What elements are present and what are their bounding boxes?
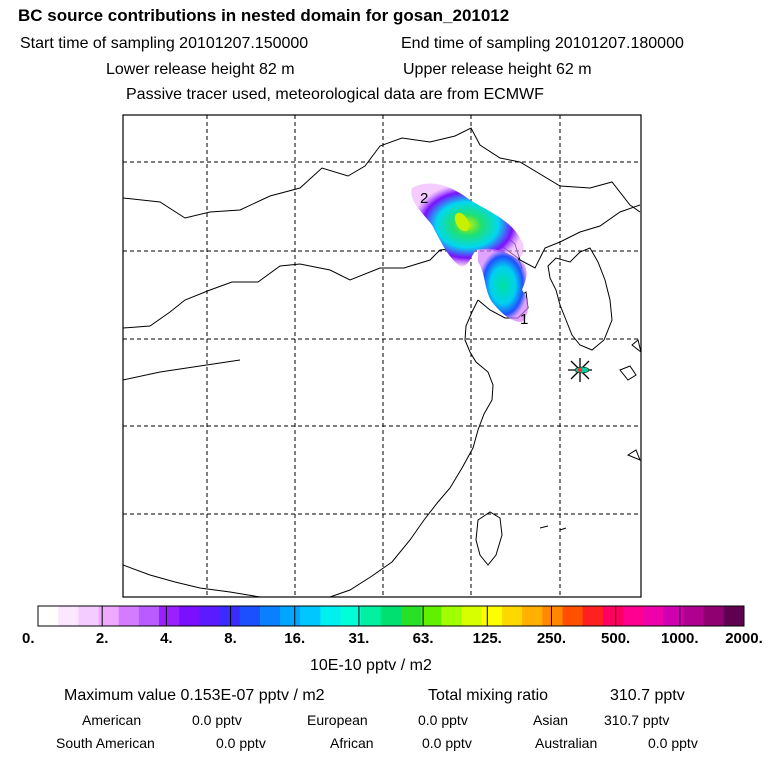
colorbar-tick-label: 8. (224, 630, 237, 647)
graticule (123, 115, 641, 597)
colorbar-tick-label: 4. (160, 630, 173, 647)
region-value-asian: 310.7 pptv (604, 712, 670, 728)
tracer-note: Passive tracer used, meteorological data… (126, 86, 544, 103)
total-mixing-value: 310.7 pptv (610, 687, 685, 704)
plume-south (478, 248, 528, 322)
point-label-2: 2 (420, 190, 428, 207)
region-value-african: 0.0 pptv (422, 735, 472, 751)
region-value-south-american: 0.0 pptv (216, 735, 266, 751)
colorbar-cell (663, 606, 684, 626)
colorbar-cell (703, 606, 725, 626)
colorbar-cell (461, 606, 483, 626)
end-time: End time of sampling 20101207.180000 (401, 35, 684, 52)
colorbar-cell (683, 606, 705, 626)
colorbar-cell (481, 606, 503, 626)
colorbar-cell (280, 606, 301, 626)
point-label-1: 1 (520, 311, 528, 328)
map-frame (122, 114, 642, 598)
colorbar-tick-label: 2000. (725, 630, 763, 647)
upper-release-height: Upper release height 62 m (403, 61, 592, 78)
colorbar-cell (340, 606, 362, 626)
colorbar-tick-label: 125. (472, 630, 502, 647)
colorbar-tick-label: 63. (412, 630, 434, 647)
colorbar-cell (723, 606, 745, 626)
colorbar-tick-label: 2. (95, 630, 109, 647)
colorbar-cell (78, 606, 100, 626)
colorbar-cell (622, 606, 644, 626)
colorbar-tick-label: 0. (22, 630, 35, 647)
colorbar-cell (138, 606, 160, 626)
colorbar-cell (219, 606, 241, 626)
region-name-australian: Australian (535, 735, 598, 751)
colorbar-tick-label: 500. (601, 630, 631, 647)
colorbar-cell (582, 606, 604, 626)
colorbar-cell (522, 606, 543, 626)
colorbar-cell (300, 606, 321, 626)
colorbar-tick-label: 16. (284, 630, 306, 647)
colorbar-cell (643, 606, 664, 626)
start-time: Start time of sampling 20101207.150000 (20, 35, 309, 52)
tracer-plume (411, 183, 528, 322)
colorbar-cell (562, 606, 584, 626)
region-name-african: African (330, 735, 374, 751)
region-name-south-american: South American (56, 735, 155, 751)
colorbar-cell (501, 606, 523, 626)
colorbar-cell (199, 606, 221, 626)
colorbar-cell (380, 606, 402, 626)
region-name-european: European (307, 712, 368, 728)
colorbar-tick-label: 31. (348, 630, 370, 647)
colorbar-cell (421, 606, 442, 626)
colorbar-cell (401, 606, 422, 626)
colorbar-cell (98, 606, 120, 626)
colorbar-cell (159, 606, 180, 626)
lower-release-height: Lower release height 82 m (106, 61, 295, 78)
colorbar-cell (542, 606, 563, 626)
maximum-value: Maximum value 0.153E-07 pptv / m2 (64, 687, 325, 704)
total-mixing-label: Total mixing ratio (428, 687, 549, 704)
region-name-american: American (82, 712, 142, 728)
region-value-american: 0.0 pptv (192, 712, 242, 728)
colorbar-tick-label: 1000. (661, 630, 699, 647)
region-name-asian: Asian (533, 712, 569, 728)
region-value-australian: 0.0 pptv (648, 735, 698, 751)
colorbar-cell (602, 606, 624, 626)
receptor-marker (568, 358, 592, 382)
colorbar-cell (118, 606, 140, 626)
colorbar-cell (38, 606, 59, 626)
colorbar-cell (320, 606, 342, 626)
colorbar-cell (58, 606, 79, 626)
colorbar-cell (259, 606, 281, 626)
region-value-european: 0.0 pptv (418, 712, 468, 728)
colorbar-cell (179, 606, 200, 626)
colorbar-tick-label: 250. (536, 630, 567, 647)
page-title: BC source contributions in nested domain… (18, 6, 510, 25)
colorbar-unit: 10E-10 pptv / m2 (310, 657, 432, 674)
colorbar-cell (441, 606, 463, 626)
plume-core (454, 212, 470, 232)
colorbar-cell (239, 606, 261, 626)
colorbar-cell (360, 606, 382, 626)
